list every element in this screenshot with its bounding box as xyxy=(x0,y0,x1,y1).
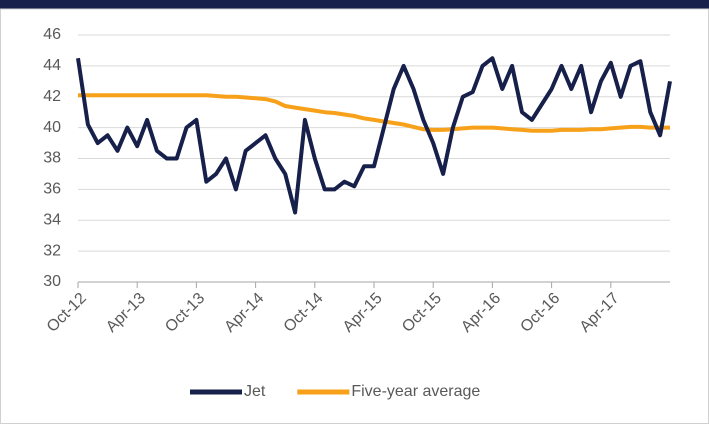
y-tick-label: 46 xyxy=(43,26,61,43)
y-tick-label: 32 xyxy=(43,242,61,259)
series-line xyxy=(76,56,672,215)
legend-label: Five-year average xyxy=(351,383,480,400)
legend-label: Jet xyxy=(244,383,266,400)
y-tick-label: 36 xyxy=(43,181,61,198)
y-tick-label: 40 xyxy=(43,119,61,136)
y-tick-label: 44 xyxy=(43,57,61,74)
top-bar xyxy=(0,0,709,9)
y-tick-label: 30 xyxy=(43,273,61,290)
series-line xyxy=(78,93,670,133)
y-tick-label: 38 xyxy=(43,150,61,167)
y-tick-label: 42 xyxy=(43,88,61,105)
y-tick-label: 34 xyxy=(43,211,61,228)
